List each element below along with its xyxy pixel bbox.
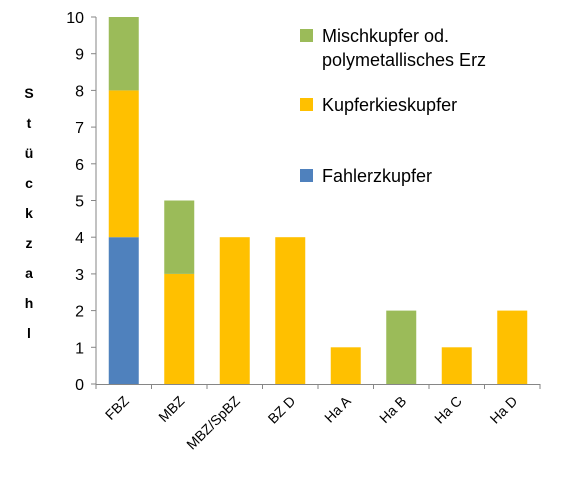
y-tick-label: 5 [75, 194, 84, 211]
x-tick-label: BZ D [265, 393, 299, 427]
y-tick-label: 3 [75, 267, 84, 284]
y-tick-label: 4 [75, 230, 84, 247]
bars-group [108, 17, 528, 384]
y-tick-label: 0 [75, 377, 84, 394]
legend-swatch [300, 169, 313, 182]
legend-label: Fahlerzkupfer [322, 166, 433, 186]
y-axis-title-letter: l [27, 325, 31, 341]
y-tick-label: 10 [66, 10, 84, 27]
bar-ha-b-series-2 [386, 310, 417, 384]
y-axis-title-letter: c [25, 175, 33, 191]
bar-ha-c-series-1 [441, 347, 472, 384]
x-tick-label: Ha C [431, 393, 465, 427]
y-axis-title-letter: S [24, 85, 34, 101]
x-tick-label: FBZ [102, 392, 132, 422]
legend-item: Fahlerzkupfer [300, 164, 432, 188]
legend-swatch [300, 29, 313, 42]
y-tick-label: 6 [75, 157, 84, 174]
bar-mbz-series-1 [164, 273, 195, 384]
legend-label: Kupferkieskupfer [322, 95, 458, 115]
x-tick-label: Ha D [486, 393, 520, 427]
y-tick-label: 2 [75, 304, 84, 321]
bar-fbz-series-1 [108, 90, 139, 238]
x-tick-label: MBZ/SpBZ [183, 393, 243, 453]
y-axis-title-letter: h [24, 295, 34, 311]
legend-swatch [300, 98, 313, 111]
legend-item: Mischkupfer od. polymetallisches Erz [300, 24, 486, 72]
y-axis-title-letter: k [25, 205, 33, 221]
axes-group [91, 16, 541, 389]
bar-bz-d-series-1 [275, 237, 306, 384]
y-axis-title-letter: a [25, 265, 33, 281]
legend-label: Mischkupfer od. polymetallisches Erz [322, 26, 487, 70]
x-tick-label: MBZ [155, 392, 188, 425]
bar-ha-a-series-1 [330, 347, 361, 384]
bar-fbz-series-0 [108, 237, 139, 384]
y-tick-label: 9 [75, 47, 84, 64]
x-tick-label: Ha A [321, 392, 354, 425]
bar-ha-d-series-1 [497, 310, 528, 384]
y-tick-label: 1 [75, 340, 84, 357]
bar-mbz-spbz-series-1 [219, 237, 250, 384]
y-tick-labels: 0 1 2 3 4 5 6 7 8 9 10 [66, 10, 84, 394]
legend-item: Kupferkieskupfer [300, 93, 457, 117]
bar-mbz-series-2 [164, 200, 195, 274]
x-tick-label: Ha B [376, 393, 409, 426]
y-axis-title-letter: t [26, 115, 32, 131]
y-tick-label: 7 [75, 120, 84, 137]
y-axis-title-letter: z [25, 235, 33, 251]
y-tick-label: 8 [75, 83, 84, 100]
bar-fbz-series-2 [108, 17, 139, 91]
y-axis-title-letter: ü [24, 145, 34, 161]
